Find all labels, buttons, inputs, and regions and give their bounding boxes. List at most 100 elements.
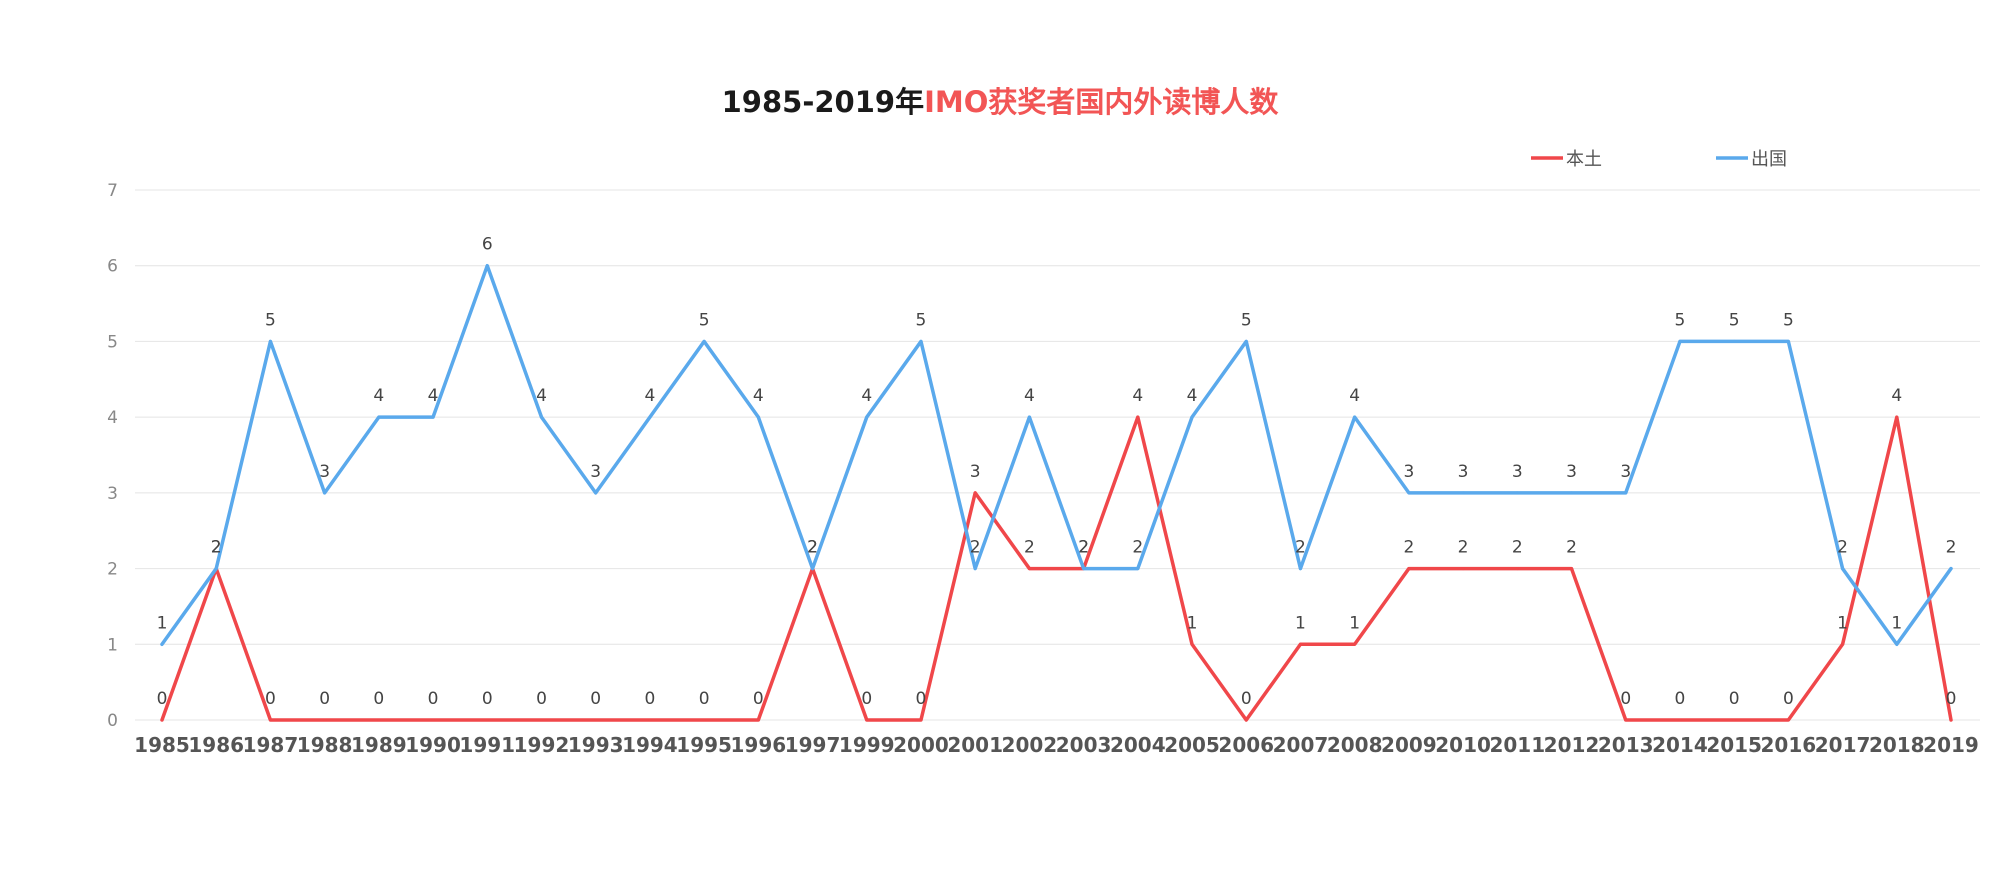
point-s1-2002 [1027,415,1031,419]
y-tick-label-7: 7 [107,181,118,201]
data-label-s1-2010: 3 [1458,462,1469,482]
data-label-s1-2013: 3 [1620,462,1631,482]
data-label-s1-1991: 6 [482,235,493,255]
point-s0-1992 [539,718,543,722]
data-label-s1-1992: 4 [536,386,547,406]
data-label-s1-1996: 4 [753,386,764,406]
x-tick-label-2018: 2018 [1869,733,1925,757]
data-label-s1-2001: 2 [970,538,981,558]
data-label-s0-2006: 0 [1241,689,1252,709]
point-s0-2005 [1190,642,1194,646]
x-tick-label-2019: 2019 [1923,733,1979,757]
point-s1-1997 [811,567,815,571]
data-label-s1-2002: 4 [1024,386,1035,406]
x-tick-label-1995: 1995 [676,733,732,757]
point-s0-1994 [648,718,652,722]
point-s1-2004 [1136,567,1140,571]
data-labels: 0 2 0 0 0 0 0 0 0 0 0 0 2 0 0 3 2 2 4 1 0 1 1 2 2 2 2 0 0 0 0 1 4 0 1 2 5 3 4 4… [157,235,1957,709]
data-label-s1-1999: 4 [861,386,872,406]
series-line-0 [160,415,1953,722]
point-s1-2012 [1570,491,1574,495]
data-label-s1-2018: 1 [1891,613,1902,633]
data-label-s1-1995: 5 [699,310,710,330]
data-label-s1-2005: 4 [1187,386,1198,406]
data-label-s0-1993: 0 [590,689,601,709]
legend-label-chuguo: 出国 [1751,149,1787,170]
data-label-s0-1987: 0 [265,689,276,709]
data-label-s1-1989: 4 [373,386,384,406]
point-s0-2002 [1027,567,1031,571]
point-s1-1995 [702,339,706,343]
data-label-s1-2015: 5 [1729,310,1740,330]
data-label-s1-1994: 4 [644,386,655,406]
point-s0-2019 [1949,718,1953,722]
x-tick-label-1990: 1990 [405,733,461,757]
data-label-s1-2008: 4 [1349,386,1360,406]
x-tick-label-2000: 2000 [893,733,949,757]
data-label-s1-2006: 5 [1241,310,1252,330]
point-s1-2008 [1353,415,1357,419]
point-s1-2009 [1407,491,1411,495]
point-s1-2016 [1786,339,1790,343]
point-s1-2019 [1949,567,1953,571]
data-label-s0-2003: 2 [1078,538,1089,558]
data-label-s0-2002: 2 [1024,538,1035,558]
data-label-s0-2015: 0 [1729,689,1740,709]
point-s0-1988 [323,718,327,722]
data-label-s1-1986: 2 [211,538,222,558]
point-s1-2015 [1732,339,1736,343]
point-s1-2001 [973,567,977,571]
data-label-s1-2011: 3 [1512,462,1523,482]
data-label-s0-2001: 3 [970,462,981,482]
x-tick-label-2013: 2013 [1598,733,1654,757]
chart-title-subject: IMO获奖者国内外读博人数 [924,85,1279,119]
data-label-s0-2010: 2 [1458,538,1469,558]
point-s1-1986 [214,567,218,571]
data-label-s0-1999: 0 [861,689,872,709]
x-tick-label-2015: 2015 [1706,733,1762,757]
data-label-s1-1997: 2 [807,538,818,558]
point-s1-1994 [648,415,652,419]
point-s1-2010 [1461,491,1465,495]
data-label-s1-2019: 2 [1946,538,1957,558]
data-label-s1-1985: 1 [157,613,168,633]
point-s0-1989 [377,718,381,722]
x-tick-label-1992: 1992 [514,733,570,757]
data-label-s1-2007: 2 [1295,538,1306,558]
point-s1-2014 [1678,339,1682,343]
point-s1-1989 [377,415,381,419]
data-label-s0-2016: 0 [1783,689,1794,709]
y-tick-label-2: 2 [107,560,118,580]
point-s0-1996 [756,718,760,722]
data-label-s0-1991: 0 [482,689,493,709]
data-label-s0-1995: 0 [699,689,710,709]
point-s0-2011 [1515,567,1519,571]
x-tick-label-2012: 2012 [1544,733,1600,757]
x-tick-label-1986: 1986 [188,733,244,757]
data-label-s0-1994: 0 [644,689,655,709]
data-label-s0-1985: 0 [157,689,168,709]
point-s0-2004 [1136,415,1140,419]
data-label-s1-1988: 3 [319,462,330,482]
x-axis: 1985198619871988198919901991199219931994… [134,733,1979,757]
point-s1-1991 [485,264,489,268]
point-s1-1985 [160,642,164,646]
chart-title: 1985-2019年IMO获奖者国内外读博人数 [722,85,1280,119]
point-s0-2015 [1732,718,1736,722]
y-tick-label-6: 6 [107,257,118,277]
point-s1-1988 [323,491,327,495]
point-s1-1987 [268,339,272,343]
x-tick-label-1989: 1989 [351,733,407,757]
data-label-s0-2017: 1 [1837,613,1848,633]
point-s0-2013 [1624,718,1628,722]
x-tick-label-2014: 2014 [1652,733,1708,757]
x-tick-label-1996: 1996 [730,733,786,757]
data-label-s0-1996: 0 [753,689,764,709]
x-tick-label-1999: 1999 [839,733,895,757]
point-s1-2006 [1244,339,1248,343]
data-label-s0-2000: 0 [916,689,927,709]
data-label-s0-2012: 2 [1566,538,1577,558]
point-s0-1999 [865,718,869,722]
x-tick-label-1997: 1997 [785,733,841,757]
data-label-s0-1997: 2 [807,538,818,558]
